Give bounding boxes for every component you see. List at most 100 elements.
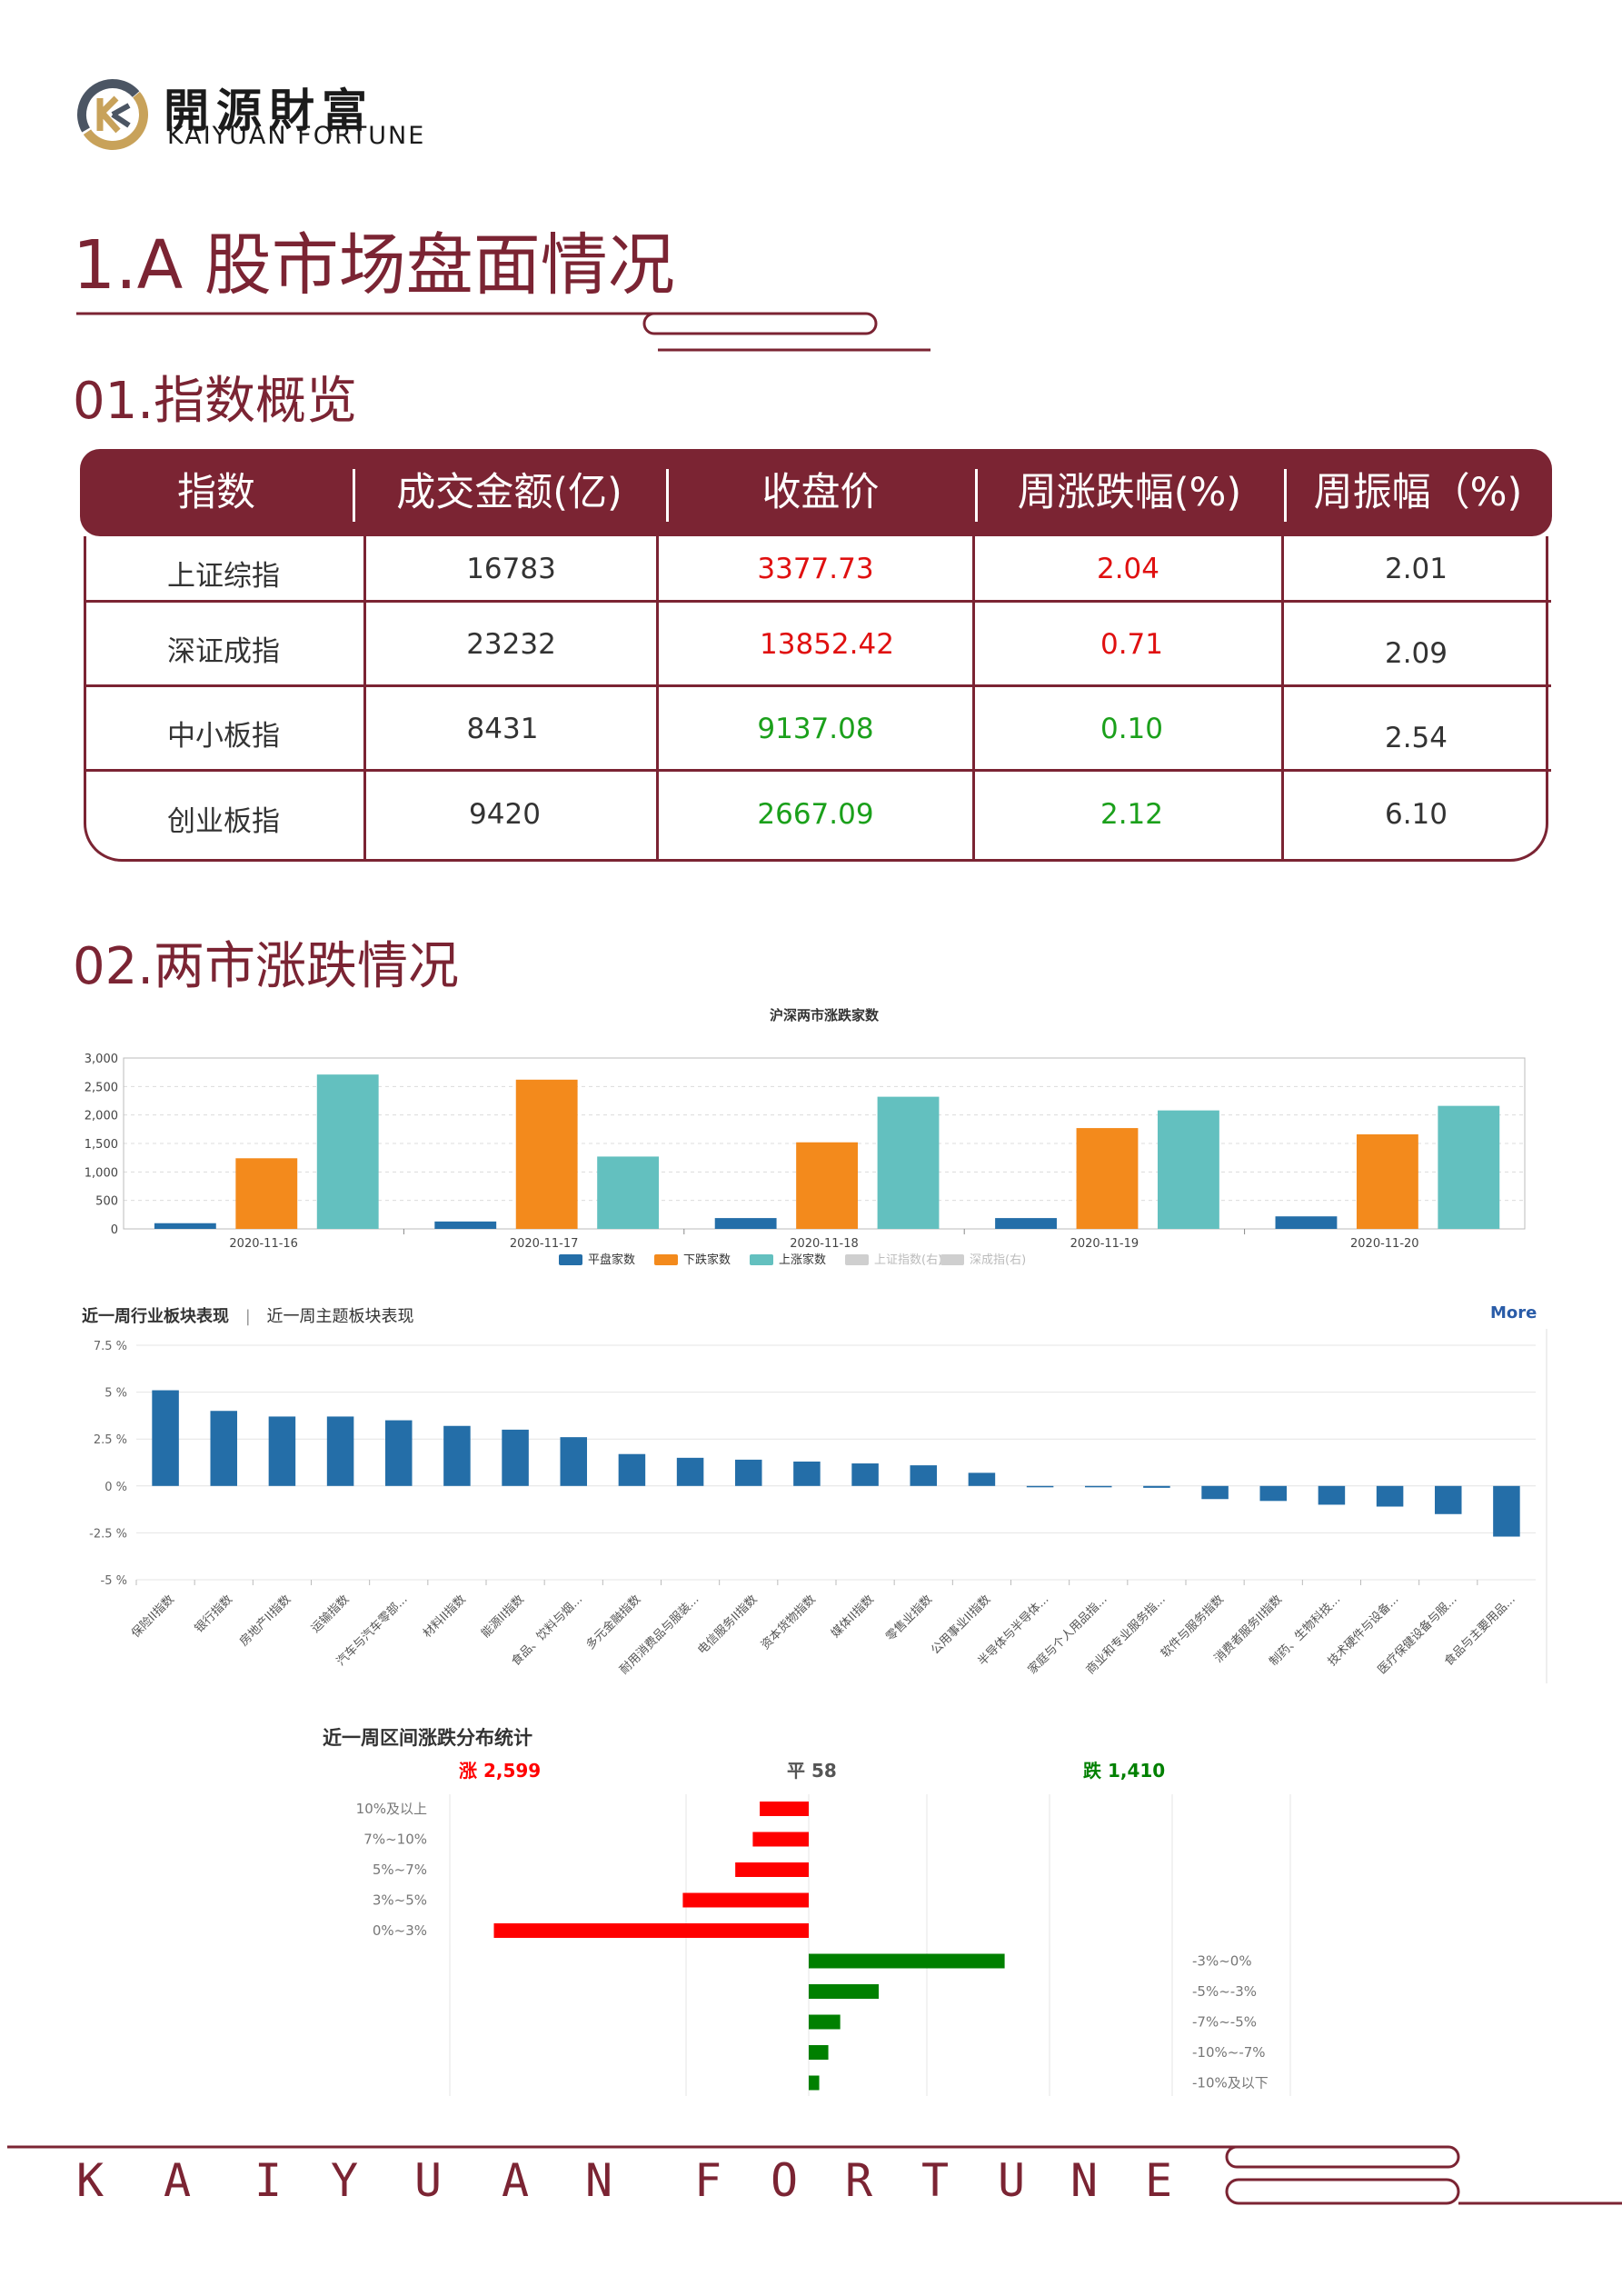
footer-letter: Y [331, 2154, 359, 2207]
x-tick-label: 零售业指数 [883, 1592, 935, 1644]
down-bar [809, 2014, 841, 2030]
x-tick-label: 2020-11-17 [510, 1237, 579, 1251]
section-title-market-breadth: 02.两市涨跌情况 [73, 937, 460, 996]
footer-letter: R [845, 2154, 873, 2207]
sector-bar [676, 1457, 704, 1486]
bar-下跌家数 [1356, 1133, 1418, 1229]
section-title-index-overview: 01.指数概览 [73, 372, 358, 431]
summary-up: 涨 2,599 [459, 1760, 542, 1782]
row-divider [86, 769, 1551, 772]
sector-bar [1318, 1485, 1346, 1505]
legend-label: 上涨家数 [779, 1253, 826, 1267]
up-bar [735, 1862, 809, 1877]
sector-bar [910, 1465, 938, 1486]
bar-平盘家数 [434, 1221, 497, 1229]
bar-平盘家数 [154, 1223, 216, 1229]
up-category-label: 10%及以上 [356, 1801, 427, 1817]
legend-label: 上证指数(右) [874, 1253, 942, 1267]
title-underline-decoration [76, 312, 930, 352]
sector-bar [618, 1453, 646, 1486]
cell-amount: 16783 [466, 553, 556, 585]
brand-name-cn: 開源財富 [164, 84, 374, 137]
cell-amount: 8431 [466, 713, 539, 745]
more-link[interactable]: More [1490, 1303, 1537, 1323]
cell-change: 2.04 [1096, 553, 1160, 585]
y-tick-label: 0 [111, 1223, 118, 1237]
header-cell: 指数 [177, 470, 255, 515]
y-tick-label: 2.5 % [94, 1433, 127, 1447]
down-category-label: -10%~-7% [1192, 2044, 1266, 2061]
down-bar [809, 2075, 820, 2091]
x-tick-label: 2020-11-16 [229, 1237, 298, 1251]
x-tick-label: 材料II指数 [421, 1592, 469, 1641]
down-bar [809, 2045, 829, 2060]
y-tick-label: 2,000 [85, 1110, 118, 1123]
footer-letter: N [585, 2154, 613, 2207]
cell-amplitude: 2.54 [1384, 722, 1448, 754]
cell-index-name: 创业板指 [167, 805, 280, 838]
cell-change: 0.10 [1100, 713, 1164, 745]
down-bar [809, 1953, 1005, 1969]
legend-swatch [940, 1254, 964, 1265]
header-cell: 周振幅（%) [1313, 470, 1523, 515]
tab-divider: | [244, 1307, 251, 1326]
cell-close: 3377.73 [757, 553, 874, 585]
bar-平盘家数 [714, 1218, 777, 1229]
cell-change: 0.71 [1100, 628, 1164, 661]
header-separator [1284, 469, 1287, 522]
sector-bar [443, 1425, 471, 1486]
footer-letter: A [502, 2154, 530, 2207]
footer-letter: A [164, 2154, 192, 2207]
sector-bar [793, 1461, 821, 1486]
distribution-title: 近一周区间涨跌分布统计 [323, 1727, 532, 1749]
brand-name-en: KAIYUAN FORTUNE [167, 122, 426, 150]
sector-bar [1026, 1485, 1054, 1488]
distribution-chart: 10%及以上 7%~10% 5%~7% 3%~5% 0%~3% -3%~0% -5%~-3%… [356, 1794, 1291, 2096]
header-cell: 成交金额(亿) [396, 470, 622, 515]
footer-letter: U [414, 2154, 443, 2207]
up-category-label: 7%~10% [363, 1832, 427, 1848]
cell-index-name: 深证成指 [167, 635, 280, 668]
legend-swatch [559, 1254, 582, 1265]
advance-decline-chart: 沪深两市涨跌家数 3,000 2,500 2,000 1,500 1,000 500 0 202… [85, 1007, 1526, 1267]
bar-上涨家数 [877, 1096, 940, 1229]
down-category-label: -7%~-5% [1192, 2014, 1257, 2031]
header-cell: 周涨跌幅(%) [1017, 470, 1242, 515]
cell-close: 9137.08 [757, 713, 874, 745]
sector-bar [1143, 1485, 1170, 1488]
x-tick-label: 2020-11-18 [790, 1237, 859, 1251]
sector-bar [268, 1416, 296, 1486]
bar-下跌家数 [796, 1142, 859, 1229]
cell-index-name: 中小板指 [167, 720, 280, 753]
x-tick-label: 能源II指数 [479, 1592, 527, 1641]
index-table-header: 指数 成交金额(亿) 收盘价 周涨跌幅(%) 周振幅（%) [80, 449, 1552, 536]
legend-label: 平盘家数 [588, 1253, 635, 1267]
down-category-label: -10%及以下 [1192, 2075, 1269, 2091]
legend-label: 深成指(右) [970, 1253, 1026, 1267]
x-tick-label: 电信服务II指数 [695, 1592, 761, 1658]
x-tick-label: 保险II指数 [129, 1592, 177, 1641]
y-tick-label: 3,000 [85, 1053, 118, 1066]
col-divider [656, 536, 659, 859]
y-tick-label: 1,500 [85, 1138, 118, 1152]
col-divider [972, 536, 975, 859]
sector-bar [734, 1459, 762, 1486]
bar-下跌家数 [235, 1158, 298, 1229]
sector-bar [152, 1390, 179, 1486]
page-title: 1.A 股市场盘面情况 [73, 226, 675, 304]
sector-bar [1259, 1485, 1288, 1502]
up-bar [682, 1892, 809, 1908]
sector-performance-chart: 7.5 % 5 % 2.5 % 0 % -2.5 % -5 %保险II指数 银行指数 房地产I… [89, 1329, 1547, 1683]
bar-下跌家数 [1076, 1128, 1139, 1229]
footer-letter: K [76, 2154, 104, 2207]
cell-amount: 23232 [466, 628, 556, 661]
tab-industry-sectors[interactable]: 近一周行业板块表现 [82, 1307, 229, 1326]
cell-amplitude: 2.09 [1384, 637, 1448, 670]
footer-decoration [7, 2145, 1622, 2205]
tab-theme-sectors[interactable]: 近一周主题板块表现 [266, 1307, 414, 1326]
bar-平盘家数 [1275, 1216, 1338, 1229]
legend-swatch [845, 1254, 869, 1265]
x-tick-label: 房地产II指数 [237, 1592, 294, 1650]
down-category-label: -3%~0% [1192, 1953, 1252, 1970]
y-tick-label: 2,500 [85, 1081, 118, 1094]
